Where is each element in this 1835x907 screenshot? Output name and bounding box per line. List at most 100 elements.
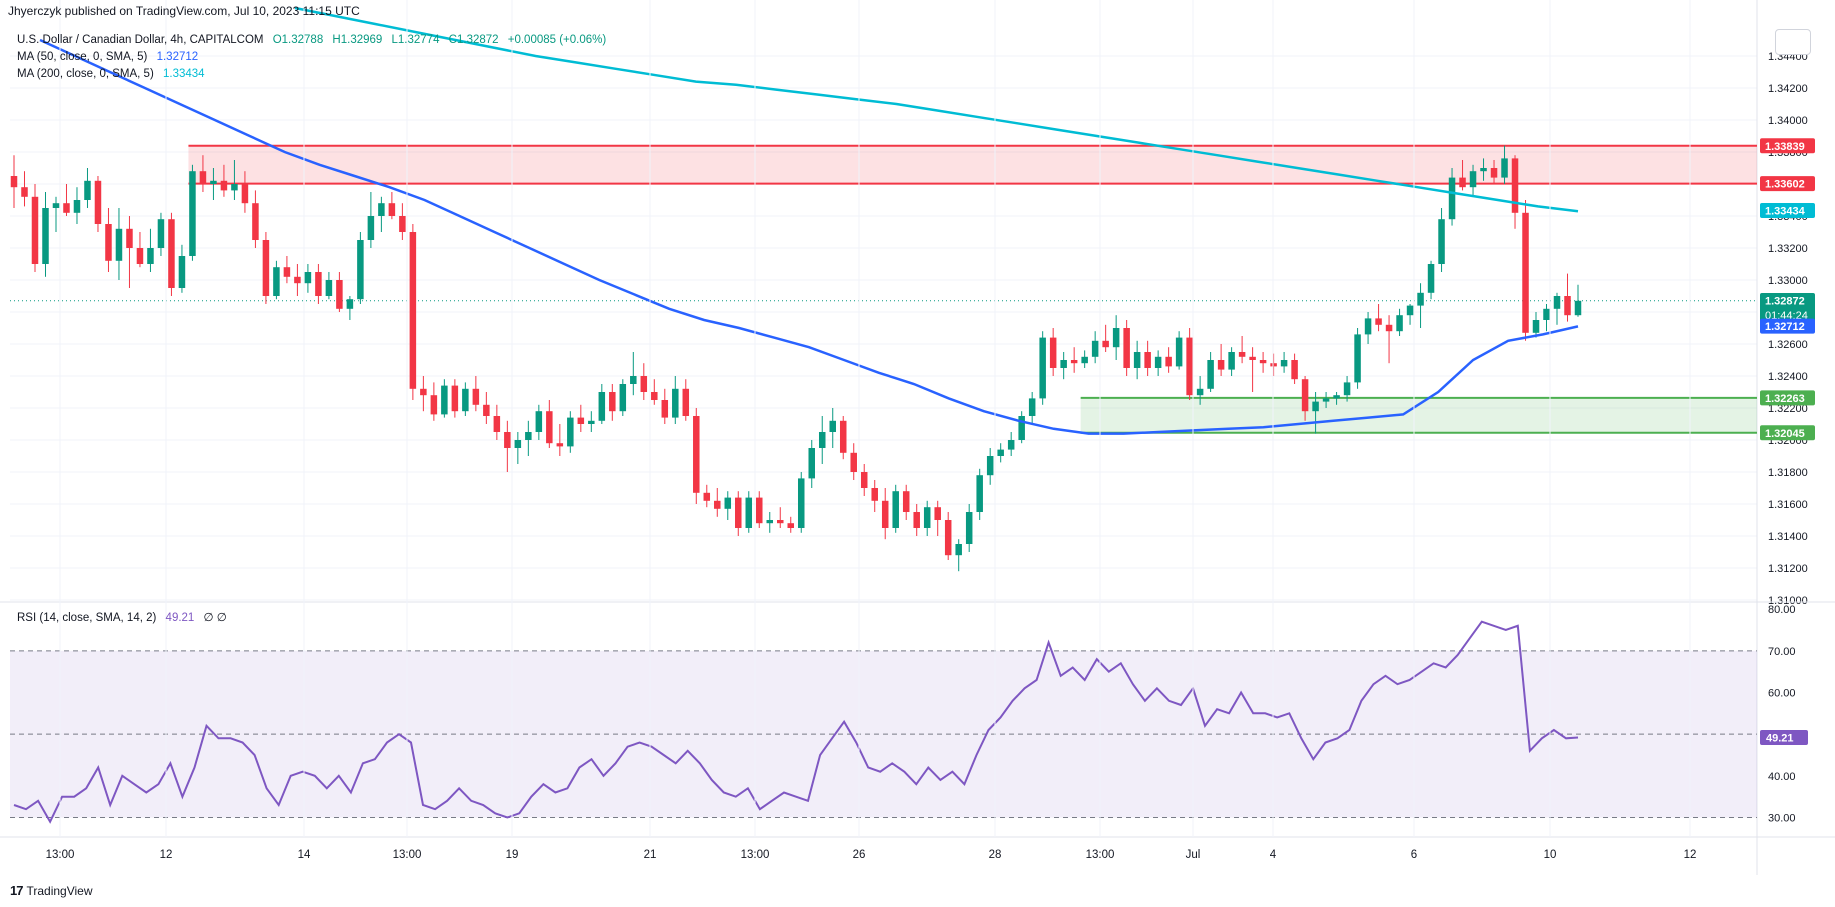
candle-body (1091, 340, 1099, 357)
price-tick-label: 1.34000 (1768, 115, 1808, 127)
candle-body (252, 203, 259, 240)
candle-body (556, 443, 564, 447)
candle-body (1522, 212, 1529, 333)
ma200-label: MA (200, close, 0, SMA, 5) (17, 68, 154, 80)
candle-body (94, 180, 102, 224)
candle-body (1102, 340, 1109, 348)
candle-body (1028, 398, 1036, 416)
price-axis-label-box (1760, 138, 1815, 154)
candle-body (714, 500, 721, 509)
candle-body (1532, 320, 1540, 333)
candle-body (1196, 388, 1204, 396)
time-tick-label: 26 (853, 849, 866, 861)
candle-body (10, 176, 18, 188)
rsi-tick-label: 70.00 (1768, 646, 1796, 658)
candle-body (1144, 352, 1151, 368)
time-tick-label: 10 (1544, 849, 1557, 861)
candle-body (1238, 352, 1246, 357)
candle-body (514, 440, 522, 448)
candle-body (934, 507, 941, 520)
candle-body (126, 228, 133, 248)
candle-body (273, 267, 280, 296)
ohlc-change: +0.00085 (+0.06%) (507, 34, 607, 46)
candle-body (829, 420, 836, 432)
candle-body (1448, 177, 1456, 220)
candle-body (756, 497, 763, 524)
price-axis-label-box (1760, 203, 1815, 219)
candle-body (525, 432, 532, 440)
time-tick-label: 4 (1270, 849, 1277, 861)
price-axis-label-box (1760, 176, 1815, 192)
candle-body (577, 417, 585, 424)
rsi-axis-label-box (1760, 729, 1808, 745)
rsi-legend[interactable]: RSI (14, close, SMA, 14, 2) 49.21 ∅ ∅ (17, 610, 233, 624)
time-tick-label: 19 (506, 849, 519, 861)
ma50-legend[interactable]: MA (50, close, 0, SMA, 5) 1.32712 (17, 51, 204, 63)
candle-body (1123, 328, 1130, 368)
candle-body (735, 497, 742, 528)
candle-body (1060, 360, 1067, 368)
candle-body (1007, 440, 1015, 450)
rsi-tick-label: 40.00 (1768, 771, 1796, 783)
candle-body (567, 417, 574, 447)
candle-body (1228, 352, 1235, 370)
candle-body (923, 507, 931, 528)
candle-body (881, 500, 889, 528)
ohlc-close: C1.32872 (448, 34, 499, 46)
price-axis-label: 1.32045 (1765, 428, 1805, 440)
candle-body (31, 196, 39, 264)
candle-body (1049, 337, 1057, 368)
candle-body (409, 232, 417, 389)
candle-body (1291, 360, 1298, 380)
time-tick-label: 21 (644, 849, 657, 861)
candle-body (1207, 360, 1214, 389)
candle-body (1280, 360, 1288, 367)
rsi-tick-label: 60.00 (1768, 688, 1796, 700)
candle-body (1301, 379, 1309, 412)
price-tick-label: 1.32400 (1768, 371, 1808, 383)
ma200-legend[interactable]: MA (200, close, 0, SMA, 5) 1.33434 (17, 68, 211, 80)
candle-body (986, 456, 994, 476)
candle-body (651, 392, 658, 400)
rsi-tick-label: 30.00 (1768, 813, 1796, 825)
candle-body (357, 240, 364, 300)
candle-body (1459, 177, 1466, 188)
price-axis-label: 1.32712 (1765, 321, 1805, 333)
rsi-extra: ∅ ∅ (203, 612, 227, 624)
candle-body (504, 432, 511, 448)
time-tick-label: 28 (989, 849, 1002, 861)
candle-body (483, 404, 490, 416)
candle-body (315, 272, 322, 296)
time-tick-label: Jul (1186, 849, 1201, 861)
candle-body (1333, 395, 1340, 399)
price-tick-label: 1.32600 (1768, 339, 1808, 351)
candle-body (1112, 328, 1120, 348)
candle-body (210, 180, 217, 184)
ma50-label: MA (50, close, 0, SMA, 5) (17, 51, 148, 63)
rsi-value: 49.21 (165, 612, 195, 624)
candle-body (1165, 356, 1172, 367)
candle-body (976, 475, 983, 512)
price-tick-label: 1.34200 (1768, 83, 1808, 95)
candle-body (420, 388, 427, 396)
candle-body (693, 416, 700, 493)
ohlc-open: O1.32788 (272, 34, 324, 46)
candle-body (1133, 352, 1141, 368)
candle-body (588, 420, 595, 424)
candle-body (745, 497, 753, 528)
candle-body (21, 187, 28, 197)
candle-body (598, 392, 606, 421)
candle-body (462, 388, 469, 412)
candle-body (535, 411, 543, 432)
candle-body (1270, 363, 1277, 367)
price-axis-label: 1.32872 (1765, 295, 1805, 307)
candle-body (1417, 292, 1424, 306)
price-tick-label: 1.31800 (1768, 467, 1808, 479)
price-axis-label-box (1760, 292, 1815, 323)
axis-settings-button[interactable] (1775, 29, 1811, 55)
candle-body (682, 388, 690, 416)
price-axis-label-box (1760, 390, 1815, 406)
candle-body (892, 491, 899, 528)
candle-body (1259, 360, 1267, 364)
